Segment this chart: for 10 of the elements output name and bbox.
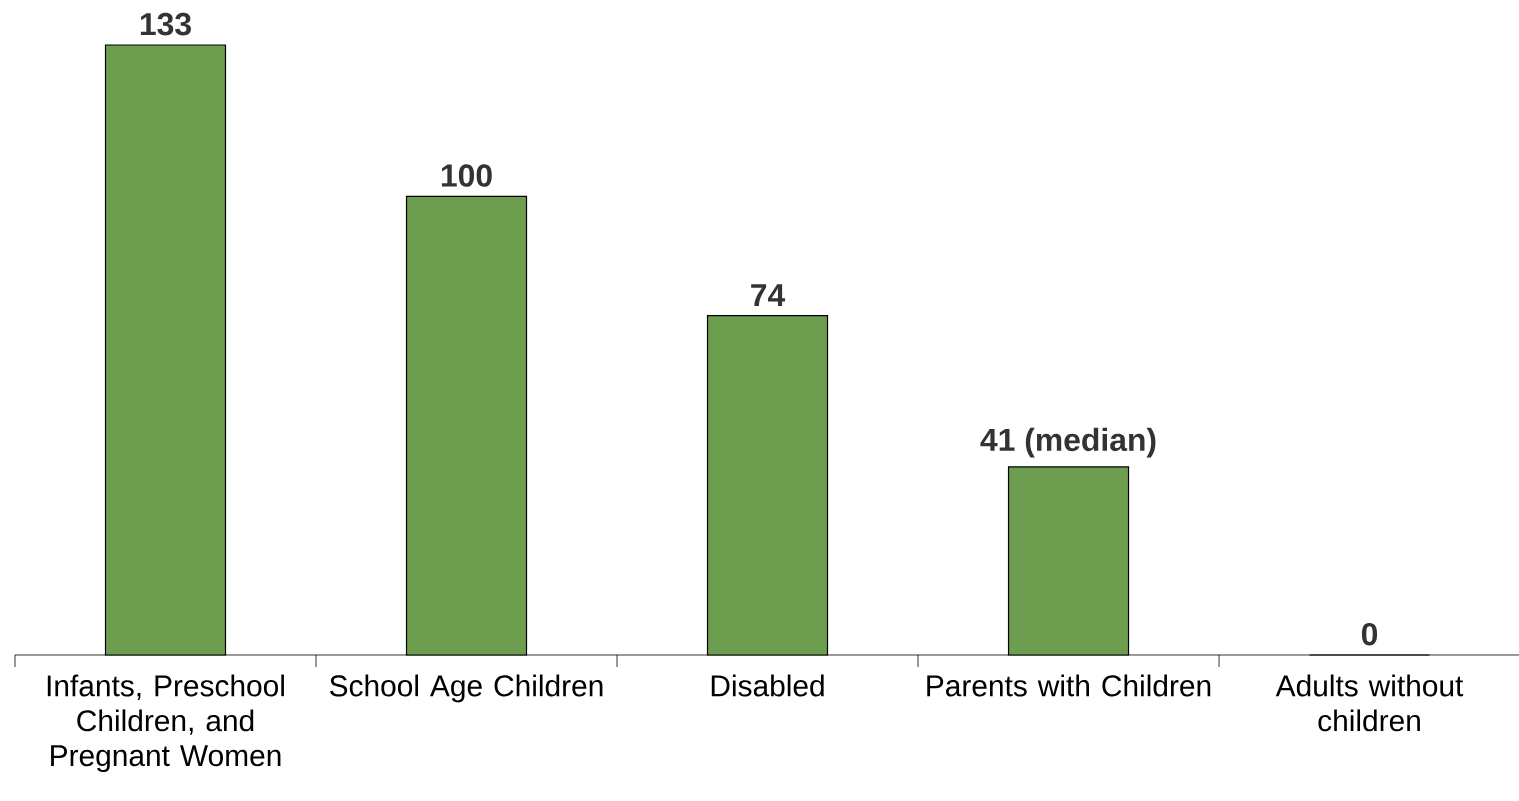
data-label: 41 (median) [980,427,1156,458]
x-tick-label: Infants, Preschool Children, and Pregnant Women [47,674,284,773]
x-tick-label: Parents with Children [927,674,1211,697]
data-label: 100 [441,164,492,187]
data-label: 133 [140,12,191,36]
data-label: 0 [1361,622,1378,646]
x-tick-label: Disabled [711,674,824,697]
data-label: 74 [751,284,786,307]
x-tick-label: Adults without children [1275,674,1464,732]
x-tick-label: School Age Children [329,674,603,703]
